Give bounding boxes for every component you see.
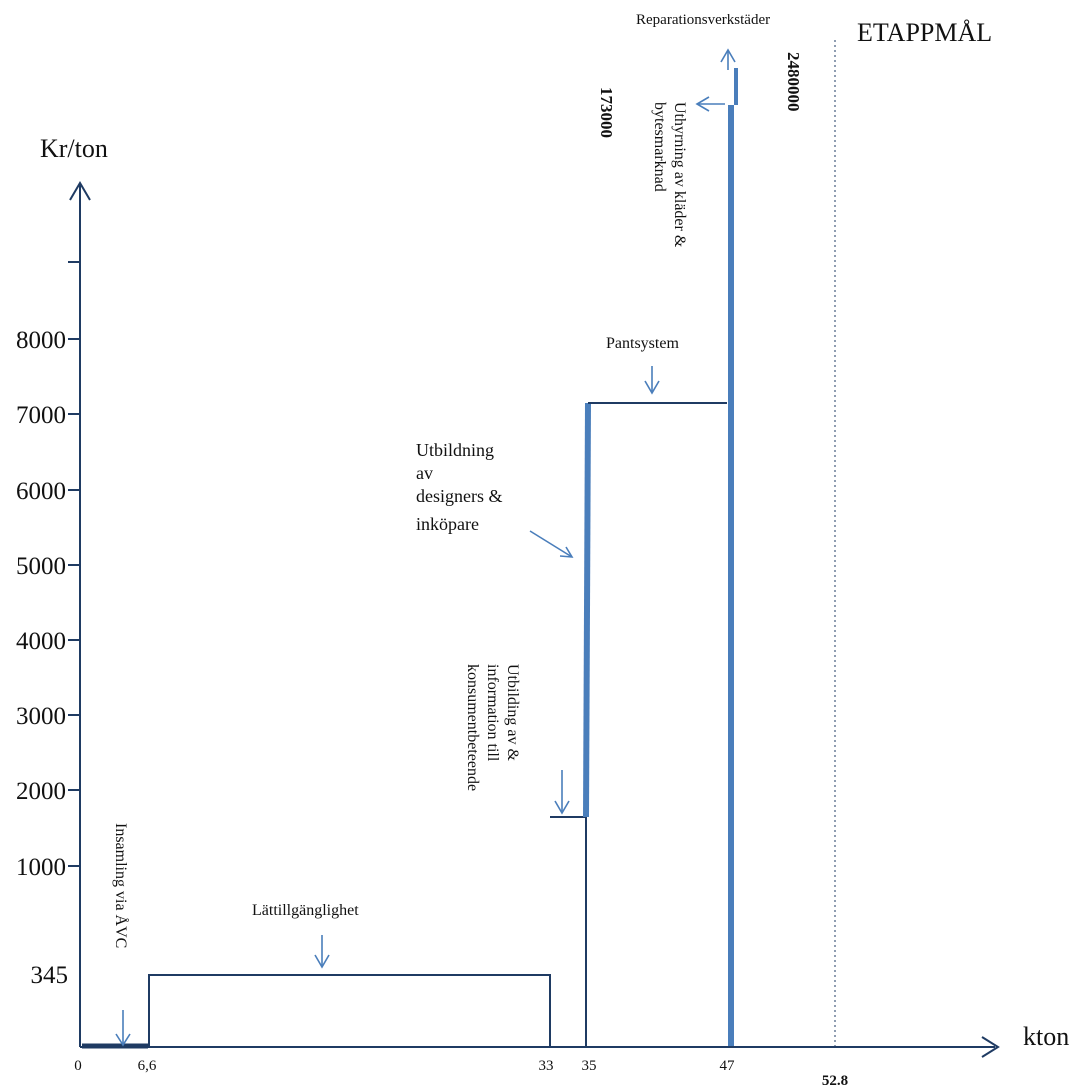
value-173000: 173000 [597, 87, 616, 138]
step-lattillganglighet [148, 974, 551, 1046]
label-pantsystem: Pantsystem [606, 335, 679, 352]
y-tick-label: 2000 [16, 778, 66, 805]
x-tick-label-target: 52.8 [822, 1073, 848, 1089]
label-designers-line: designers & [416, 486, 502, 506]
x-axis-title: kton [1023, 1022, 1069, 1051]
arrow-lattillganglighet-head [314, 954, 330, 969]
x-axis-arrow [981, 1036, 1000, 1058]
label-lattillganglighet: Lättillgänglighet [252, 902, 359, 919]
x-tick-label: 35 [582, 1058, 597, 1074]
label-uthyrning-line: Uthyrning av kläder & [671, 102, 688, 248]
y-tick-label: 6000 [16, 478, 66, 505]
label-reparation: Reparationsverkstäder [636, 12, 770, 28]
arrow-insamling-head [115, 1033, 131, 1047]
label-uthyrning: Uthyrning av kläder & bytesmarknad [651, 102, 688, 248]
arrow-designers-head [559, 546, 574, 558]
step-konsumentbeteende [550, 816, 587, 1046]
arrow-pantsystem-head [644, 380, 660, 395]
label-insamling: Insamling via ÅVC [112, 823, 130, 948]
label-designers-line: Utbildning [416, 440, 494, 460]
y-tick-label: 345 [31, 962, 69, 989]
step-designers [583, 402, 591, 818]
x-tick-label: 47 [720, 1058, 736, 1074]
label-uthyrning-line: bytesmarknad [651, 102, 668, 192]
y-axis-title: Kr/ton [40, 134, 108, 163]
arrow-designers [529, 530, 573, 558]
arrow-reparation-head [720, 48, 736, 63]
label-konsument-line: information till [484, 664, 501, 762]
y-tick-label: 3000 [16, 703, 66, 730]
y-tick-label: 4000 [16, 628, 66, 655]
arrow-uthyrning-head [695, 96, 710, 112]
y-axis-arrow [69, 181, 91, 201]
y-tick-label: 7000 [16, 402, 66, 429]
label-konsument-line: konsumentbeteende [464, 664, 481, 791]
x-tick-label: 6,6 [138, 1058, 157, 1074]
target-label: ETAPPMÅL [857, 18, 992, 47]
label-konsument-line: Utbilding av & [504, 664, 521, 761]
y-tick-label: 8000 [16, 327, 66, 354]
x-tick-label: 33 [539, 1058, 554, 1074]
arrow-konsument-head [554, 800, 570, 815]
label-designers-line: inköpare [416, 514, 479, 534]
y-tick-label: 5000 [16, 553, 66, 580]
y-tick-label: 1000 [16, 854, 66, 881]
x-tick-label: 0 [74, 1058, 82, 1074]
label-designers-line: av [416, 463, 433, 483]
label-konsument: Utbilding av & information till konsumen… [464, 664, 521, 791]
value-2480000: 2480000 [784, 52, 803, 112]
